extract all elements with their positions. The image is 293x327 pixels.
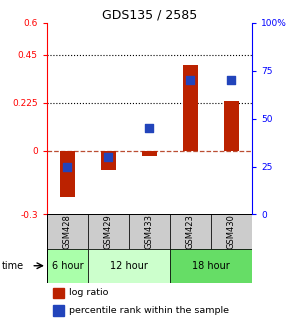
Bar xyxy=(53,287,64,298)
Bar xyxy=(101,150,115,170)
Bar xyxy=(60,150,74,198)
Bar xyxy=(47,249,88,283)
Text: time: time xyxy=(2,261,24,271)
Text: 18 hour: 18 hour xyxy=(192,261,230,271)
Bar xyxy=(170,215,211,249)
Text: GSM430: GSM430 xyxy=(227,214,236,249)
Bar xyxy=(129,215,170,249)
Title: GDS135 / 2585: GDS135 / 2585 xyxy=(102,9,197,22)
Bar xyxy=(88,249,170,283)
Text: 6 hour: 6 hour xyxy=(52,261,83,271)
Point xyxy=(188,78,193,83)
Bar xyxy=(183,65,197,150)
Text: percentile rank within the sample: percentile rank within the sample xyxy=(69,306,229,315)
Point xyxy=(147,126,152,131)
Bar xyxy=(47,215,88,249)
Bar xyxy=(211,215,252,249)
Text: 12 hour: 12 hour xyxy=(110,261,148,271)
Bar xyxy=(224,101,239,150)
Text: GSM428: GSM428 xyxy=(63,214,72,249)
Point xyxy=(65,164,70,169)
Bar xyxy=(170,249,252,283)
Bar xyxy=(142,150,157,156)
Text: log ratio: log ratio xyxy=(69,288,109,297)
Bar xyxy=(53,305,64,316)
Bar xyxy=(88,215,129,249)
Text: GSM423: GSM423 xyxy=(186,214,195,249)
Point xyxy=(106,154,111,160)
Text: GSM429: GSM429 xyxy=(104,214,113,249)
Point xyxy=(229,78,234,83)
Text: GSM433: GSM433 xyxy=(145,214,154,249)
